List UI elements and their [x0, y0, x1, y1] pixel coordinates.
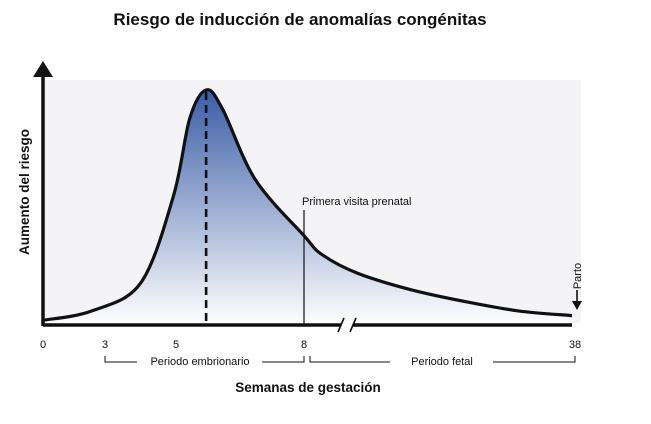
- delivery-arrow-icon: [572, 301, 582, 310]
- x-tick-label: 38: [569, 339, 581, 351]
- first-visit-label: Primera visita prenatal: [302, 196, 411, 208]
- risk-area: [43, 89, 572, 325]
- axis-break-mark: [349, 317, 357, 333]
- period-bracket-mid: [309, 356, 390, 363]
- risk-curve: [42, 88, 573, 322]
- x-tick-label: 8: [301, 339, 307, 351]
- period-bracket-left: [104, 356, 137, 363]
- period-bracket-right: [493, 356, 576, 363]
- x-tick-label: 5: [173, 339, 179, 351]
- chart-title: Riesgo de inducción de anomalías congéni…: [113, 10, 486, 29]
- axis-break-mark: [337, 317, 345, 333]
- x-axis-label: Semanas de gestación: [235, 380, 381, 395]
- x-tick-label: 0: [40, 339, 46, 351]
- delivery-label: Parto: [572, 263, 584, 289]
- period-fetal-label: Periodo fetal: [411, 356, 473, 368]
- x-tick-label: 3: [102, 339, 108, 351]
- period-bracket-mid: [262, 356, 305, 363]
- axis-break-gap: [341, 320, 353, 330]
- y-axis-arrow-icon: [33, 61, 53, 77]
- y-axis-label: Aumento del riesgo: [17, 129, 32, 255]
- period-embryonic-label: Periodo embrionario: [150, 356, 249, 368]
